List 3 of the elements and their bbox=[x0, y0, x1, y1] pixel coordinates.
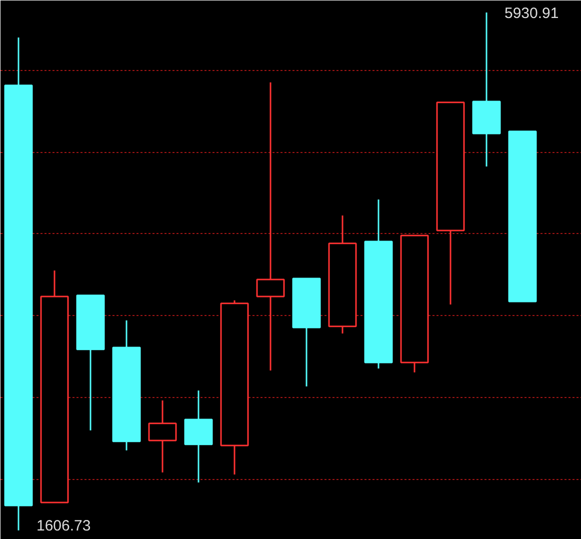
annotation: 1606.73 bbox=[36, 517, 91, 534]
candlestick bbox=[256, 82, 285, 372]
annotation: 5930.91 bbox=[504, 4, 559, 22]
